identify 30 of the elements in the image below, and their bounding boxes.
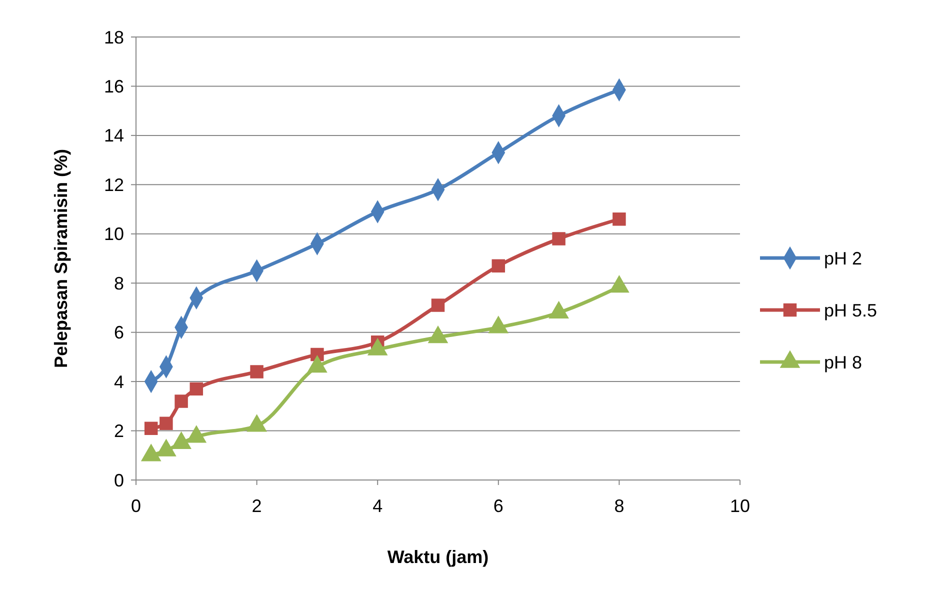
y-axis-title: Pelepasan Spiramisin (%) <box>51 148 71 368</box>
y-tick-label: 16 <box>104 76 124 97</box>
legend-label: pH 2 <box>824 248 862 268</box>
point <box>431 298 445 312</box>
y-tick-label: 6 <box>114 322 124 343</box>
x-axis-title: Waktu (jam) <box>387 547 489 567</box>
point <box>492 259 506 273</box>
y-tick-label: 8 <box>114 273 124 294</box>
y-tick-label: 10 <box>104 224 124 244</box>
x-tick-label: 8 <box>614 496 624 516</box>
x-tick-label: 4 <box>372 496 383 516</box>
point <box>190 382 204 396</box>
point <box>552 232 566 246</box>
point <box>250 365 264 378</box>
point <box>144 422 158 435</box>
y-tick-label: 12 <box>104 174 124 195</box>
x-tick-label: 0 <box>130 496 142 516</box>
x-tick-label: 6 <box>493 496 504 516</box>
point <box>612 212 626 226</box>
y-tick-label: 0 <box>114 470 124 490</box>
x-tick-label: 2 <box>252 496 262 516</box>
legend-label: pH 8 <box>824 352 862 372</box>
y-tick-label: 14 <box>104 126 124 146</box>
x-tick-label: 10 <box>730 496 750 516</box>
point <box>160 416 173 430</box>
y-tick-label: 2 <box>114 421 124 442</box>
legend-label: pH 5.5 <box>824 300 878 320</box>
y-tick-label: 18 <box>104 27 124 48</box>
point <box>174 394 188 408</box>
y-tick-label: 4 <box>114 372 124 392</box>
